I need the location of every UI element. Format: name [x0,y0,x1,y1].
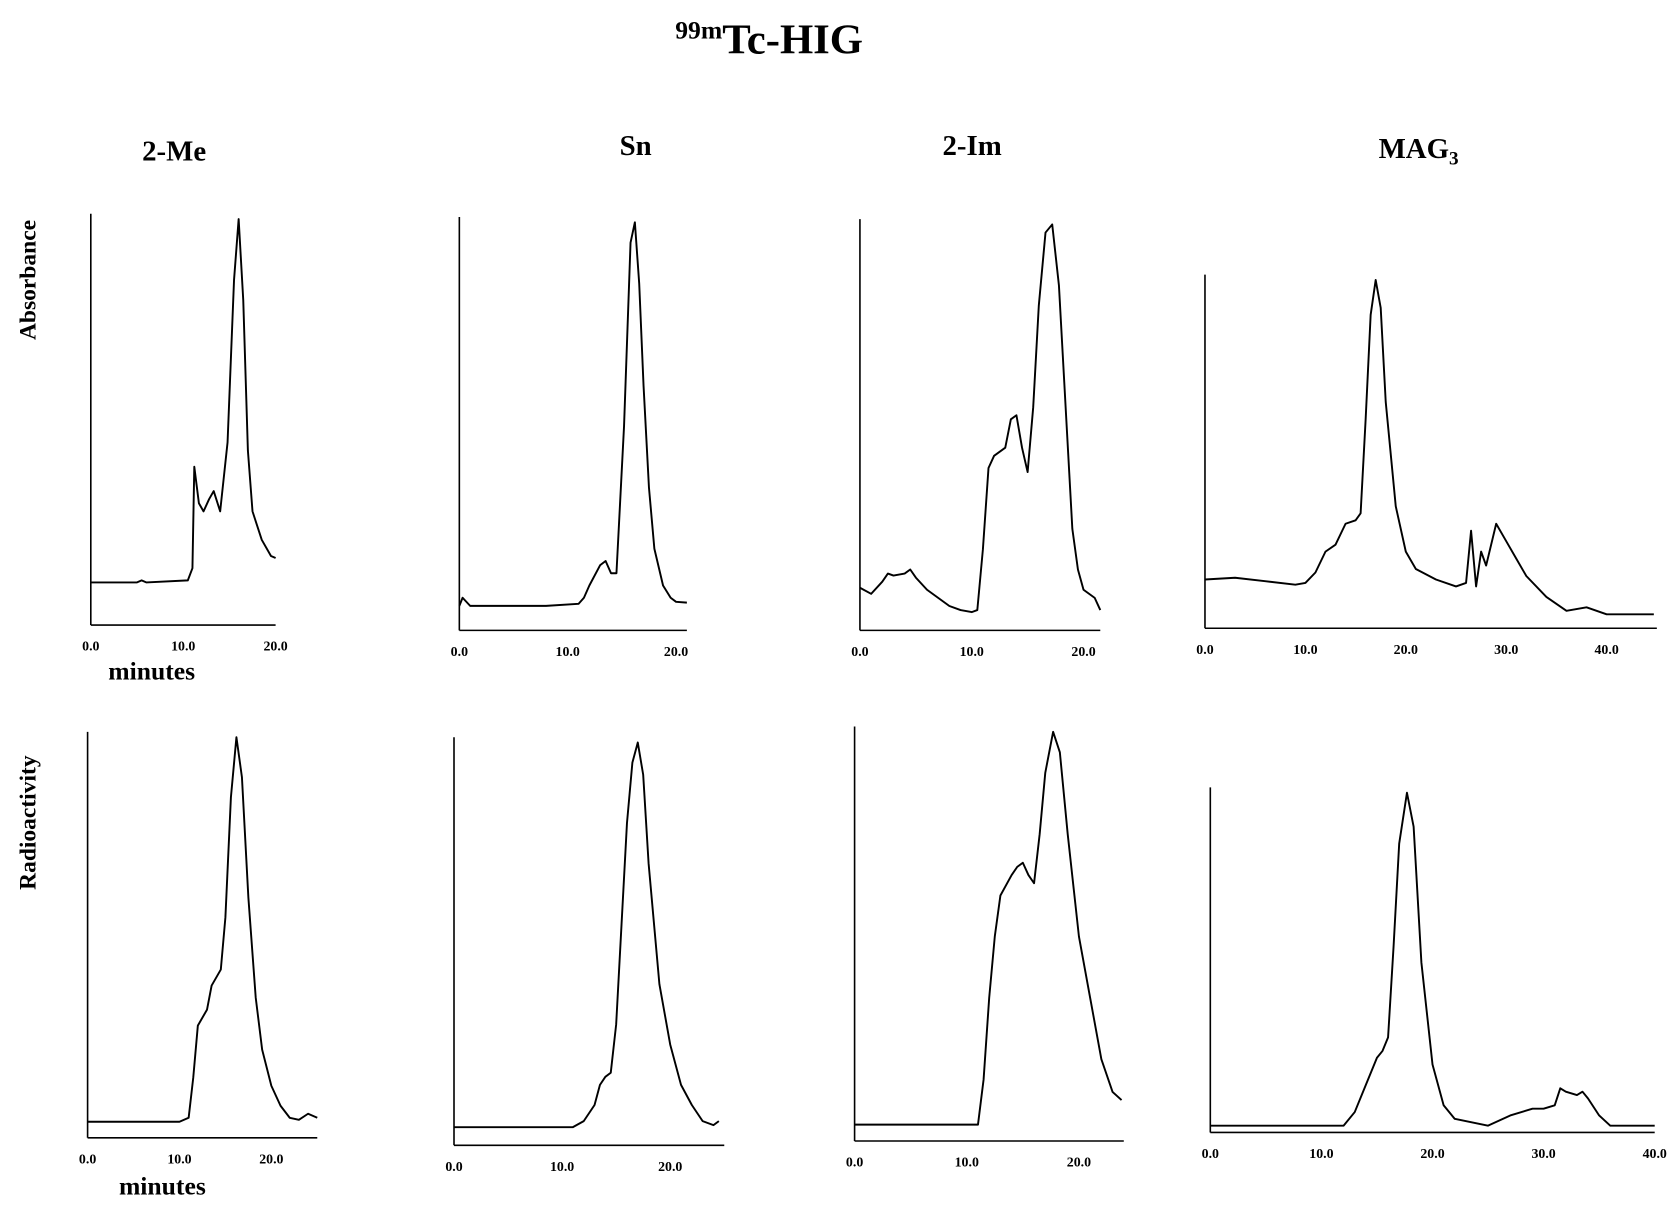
x-tick-label: 20.0 [658,1160,682,1175]
row-title: Absorbance [15,220,41,340]
chromatogram-line [1210,791,1655,1127]
x-tick-label: 0.0 [1196,643,1213,658]
x-tick-label: 0.0 [846,1156,863,1171]
x-tick-label: 30.0 [1531,1147,1555,1162]
x-tick-label: 0.0 [851,645,868,660]
x-tick-label: 10.0 [1293,643,1317,658]
row-title: Radioactivity [15,755,41,890]
x-tick-label: 40.0 [1643,1147,1667,1162]
chromatogram-line [854,730,1123,1126]
x-tick-label: 20.0 [1394,643,1418,658]
title-main: Tc-HIG [722,17,863,64]
column-title-main: MAG [1379,133,1449,165]
x-tick-label: 10.0 [167,1152,191,1167]
chromatogram-line [454,741,720,1129]
chromatogram-line [458,221,687,607]
chromatogram-line [1204,279,1654,616]
chromatogram-line [87,736,318,1123]
x-axis-title: minutes [108,657,195,686]
x-tick-label: 0.0 [445,1160,462,1175]
x-tick-label: 0.0 [79,1152,96,1167]
x-tick-label: 10.0 [550,1160,574,1175]
x-tick-label: 20.0 [1420,1147,1444,1162]
x-tick-label: 10.0 [955,1156,979,1171]
x-tick-label: 30.0 [1494,643,1518,658]
column-title: MAG3 [1379,133,1459,169]
column-title-subscript: 3 [1449,149,1459,170]
column-title: 2-Me [142,135,206,167]
x-tick-label: 0.0 [451,645,468,660]
x-tick-label: 10.0 [960,645,984,660]
x-tick-label: 20.0 [1071,645,1095,660]
x-axis-title: minutes [119,1171,206,1200]
x-tick-label: 40.0 [1594,643,1618,658]
x-tick-label: 20.0 [259,1152,283,1167]
title-superscript: 99m [675,16,722,45]
chromatogram-line [859,223,1102,614]
x-tick-label: 20.0 [1067,1156,1091,1171]
figure-title: 99mTc-HIG [675,16,863,64]
x-tick-label: 10.0 [1309,1147,1333,1162]
x-tick-label: 10.0 [556,645,580,660]
column-title: 2-Im [942,130,1001,162]
x-tick-label: 0.0 [82,640,99,655]
column-title: Sn [620,130,652,162]
x-tick-label: 10.0 [171,640,195,655]
x-tick-label: 20.0 [664,645,688,660]
chromatogram-line [90,218,276,584]
x-tick-label: 0.0 [1202,1147,1219,1162]
x-tick-label: 20.0 [263,640,287,655]
